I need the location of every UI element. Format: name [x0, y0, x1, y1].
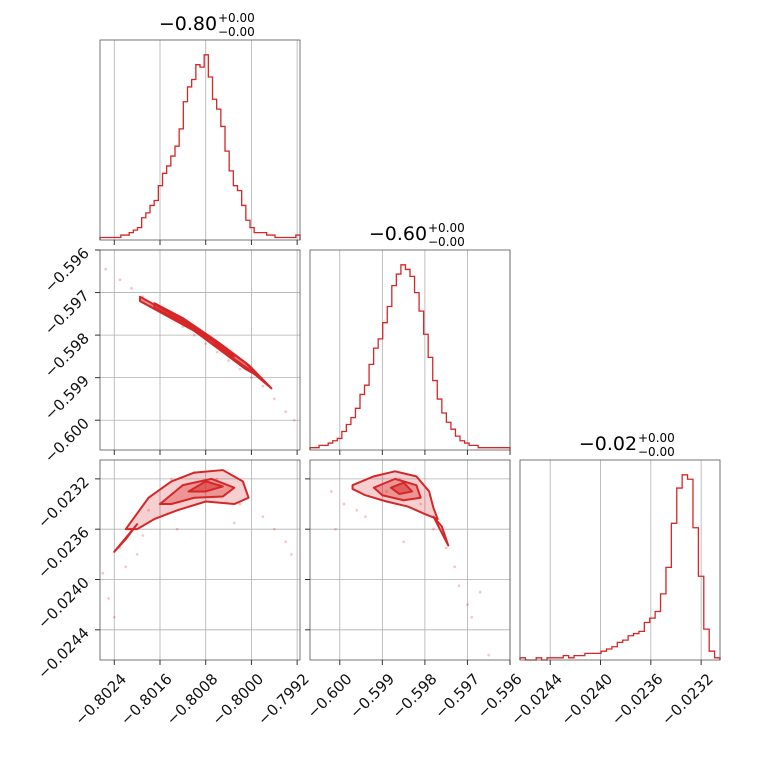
scatter-point	[466, 603, 469, 607]
histogram-1	[309, 264, 511, 450]
scatter-point	[334, 527, 337, 531]
param-title-plus: +0.00	[218, 11, 255, 25]
panel-frame	[519, 459, 721, 661]
panel-frame	[99, 459, 301, 661]
histogram-2	[519, 474, 721, 661]
scatter-point	[141, 534, 145, 537]
scatter-point	[261, 515, 265, 519]
pair-panel-0-2: −0.8024−0.8016−0.8008−0.8000−0.7992−0.02…	[34, 459, 313, 729]
scatter-point	[135, 552, 139, 556]
scatter-point	[272, 397, 276, 401]
histogram-0	[99, 54, 301, 240]
x-tick-label: −0.0240	[558, 670, 617, 729]
x-tick-label: −0.0232	[658, 670, 717, 729]
x-tick-label: −0.599	[346, 670, 398, 722]
panel-frame	[99, 249, 301, 451]
param-title-plus: +0.00	[428, 221, 465, 235]
hist-panel-2: −0.0244−0.0240−0.0236−0.0232−0.02 +0.00−0…	[507, 431, 721, 729]
contour-3	[113, 523, 139, 553]
scatter-point	[284, 540, 288, 544]
scatter-point	[215, 477, 219, 481]
y-tick-label: −0.598	[41, 329, 93, 381]
y-tick-label: −0.0244	[34, 624, 93, 683]
y-tick-label: −0.599	[41, 372, 93, 424]
scatter-point	[227, 359, 230, 363]
scatter-point	[104, 267, 108, 271]
panel-frame	[309, 459, 511, 661]
contour-2	[187, 480, 224, 493]
x-tick-label: −0.597	[431, 670, 483, 722]
pair-panel-1-2: −0.600−0.599−0.598−0.597−0.596	[304, 459, 526, 722]
param-title-0: −0.80	[159, 13, 217, 35]
scatter-point	[147, 508, 150, 512]
scatter-point	[402, 540, 406, 544]
contour-3	[432, 515, 450, 547]
scatter-point	[238, 502, 242, 506]
scatter-point	[204, 342, 208, 346]
scatter-point	[470, 615, 474, 619]
scatter-point	[232, 521, 236, 525]
scatter-point	[250, 376, 253, 380]
scatter-point	[329, 490, 333, 493]
param-title-minus: −0.00	[638, 445, 675, 459]
scatter-point	[175, 527, 179, 531]
scatter-point	[101, 571, 105, 575]
scatter-point	[292, 418, 296, 422]
scatter-point	[487, 653, 491, 657]
x-tick-label: −0.0236	[608, 670, 667, 729]
scatter-point	[342, 502, 346, 506]
param-title-2: −0.02	[579, 433, 637, 455]
scatter-point	[432, 527, 435, 531]
scatter-point	[238, 367, 242, 371]
scatter-point	[170, 477, 173, 481]
scatter-point	[284, 410, 288, 414]
scatter-point	[355, 508, 359, 512]
hist-panel-0: −0.80 +0.00−0.00	[99, 11, 301, 245]
scatter-point	[457, 584, 461, 588]
scatter-point	[272, 527, 276, 531]
param-title-minus: −0.00	[428, 235, 465, 249]
y-tick-label: −0.600	[41, 414, 93, 466]
contour-2	[389, 481, 414, 495]
y-tick-label: −0.0240	[34, 574, 93, 633]
scatter-point	[444, 546, 448, 550]
scatter-point	[261, 384, 265, 388]
contour-0	[351, 470, 439, 521]
param-title-plus: +0.00	[638, 431, 675, 445]
param-title-1: −0.60	[369, 223, 427, 245]
panel-frame	[309, 249, 511, 451]
scatter-point	[478, 590, 482, 594]
scatter-point	[112, 615, 116, 619]
param-title-minus: −0.00	[218, 25, 255, 39]
scatter-point	[192, 333, 196, 337]
scatter-point	[107, 596, 110, 600]
scatter-point	[419, 502, 423, 506]
x-tick-label: −0.598	[389, 670, 441, 722]
x-tick-label: −0.600	[304, 670, 356, 722]
panel-frame	[99, 39, 301, 241]
y-tick-label: −0.0236	[34, 523, 93, 582]
scatter-point	[130, 286, 133, 290]
scatter-point	[363, 515, 367, 519]
scatter-point	[118, 278, 122, 282]
scatter-point	[290, 552, 293, 556]
scatter-point	[215, 350, 219, 354]
hist-panel-1: −0.60 +0.00−0.00	[309, 221, 511, 455]
contour-2	[139, 295, 273, 390]
y-tick-label: −0.597	[41, 287, 93, 339]
scatter-point	[385, 490, 388, 493]
pair-panel-0-1: −0.600−0.599−0.598−0.597−0.596	[41, 244, 301, 466]
scatter-point	[124, 565, 128, 569]
scatter-point	[453, 565, 457, 569]
y-tick-label: −0.596	[41, 244, 93, 296]
y-tick-label: −0.0232	[34, 473, 93, 532]
